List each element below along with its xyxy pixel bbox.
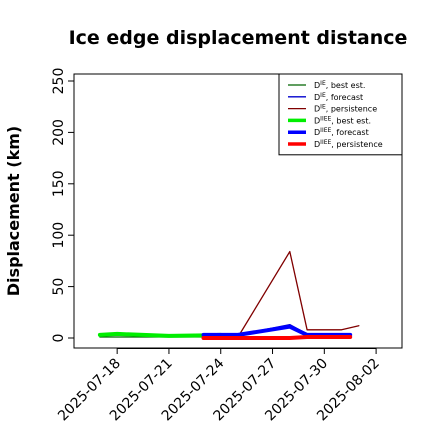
legend-label-3: DIIEE, best est. [314, 115, 371, 125]
legend-label-sup: IIEE [320, 115, 331, 122]
legend-label-sup: IE [320, 80, 326, 87]
legend-label-rest: , persistence [326, 105, 377, 114]
legend-label-main: D [314, 140, 320, 149]
series-line-5 [201, 335, 353, 340]
legend-label-2: DIE, persistence [314, 104, 377, 114]
legend-box [278, 73, 403, 156]
legend-label-rest: , best est. [326, 81, 366, 90]
plot-area [97, 250, 360, 340]
legend-label-main: D [314, 93, 320, 102]
legend-label-rest: , best est. [331, 116, 371, 125]
legend-label-rest: , forecast [331, 128, 368, 137]
y-tick-label: 0 [51, 334, 67, 343]
y-axis: 0 50 100 150 200 250 [51, 68, 75, 343]
y-tick-label: 200 [51, 119, 67, 146]
series-line-2 [237, 250, 360, 338]
y-tick-label: 150 [51, 170, 67, 197]
legend-label-1: DIE, forecast [314, 92, 363, 102]
legend-label-0: DIE, best est. [314, 80, 365, 90]
legend-label-4: DIIEE, forecast [314, 127, 369, 137]
chart-title: Ice edge displacement distance [69, 27, 408, 49]
legend-label-main: D [314, 105, 320, 114]
plot-frame [73, 73, 403, 349]
legend-label-main: D [314, 116, 320, 125]
y-tick-label: 50 [51, 278, 67, 296]
y-tick-label: 250 [51, 68, 67, 95]
legend-label-rest: , forecast [326, 93, 363, 102]
legend-label-sup: IE [320, 92, 326, 99]
series-line-4 [201, 324, 353, 337]
legend-label-main: D [314, 128, 320, 137]
legend-label-main: D [314, 81, 320, 90]
y-tick-label: 100 [51, 222, 67, 249]
legend-label-5: DIIEE, persistence [314, 139, 383, 149]
y-axis-label: Displacement (km) [4, 126, 23, 296]
legend-label-sup: IE [320, 104, 326, 111]
x-axis: 2025-07-182025-07-212025-07-242025-07-27… [55, 348, 383, 424]
legend-label-sup: IIEE [320, 127, 331, 134]
legend-label-rest: , persistence [331, 140, 382, 149]
legend-label-sup: IIEE [320, 139, 331, 146]
